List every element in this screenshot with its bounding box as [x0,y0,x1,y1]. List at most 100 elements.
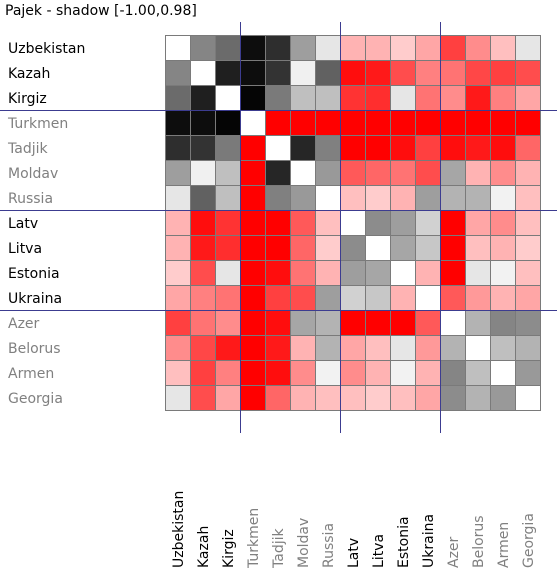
row-label-moldav: Moldav [8,166,58,182]
cell-estonia-azer [440,260,466,286]
cell-georgia-latv [340,385,366,411]
cell-kazah-turkmen [240,60,266,86]
cell-armen-moldav [290,360,316,386]
cell-kirgiz-kirgiz [215,85,241,111]
cell-moldav-kirgiz [215,160,241,186]
column-label-latv: Latv [346,538,362,568]
cell-azer-georgia [515,310,541,336]
cell-azer-kazah [190,310,216,336]
cell-belorus-kazah [190,335,216,361]
cell-moldav-tadjik [265,160,291,186]
column-label-uzbekistan: Uzbekistan [171,491,187,568]
cell-armen-kazah [190,360,216,386]
cell-litva-azer [440,235,466,261]
cell-kazah-georgia [515,60,541,86]
column-label-litva: Litva [371,534,387,568]
cell-estonia-armen [490,260,516,286]
cell-georgia-georgia [515,385,541,411]
cell-belorus-turkmen [240,335,266,361]
cell-russia-tadjik [265,185,291,211]
cell-azer-tadjik [265,310,291,336]
cell-azer-moldav [290,310,316,336]
cell-armen-litva [365,360,391,386]
cell-ukraina-latv [340,285,366,311]
cell-moldav-georgia [515,160,541,186]
cell-georgia-turkmen [240,385,266,411]
cell-azer-kirgiz [215,310,241,336]
cell-uzbekistan-kazah [190,35,216,61]
cell-turkmen-latv [340,110,366,136]
cell-litva-latv [340,235,366,261]
cell-belorus-georgia [515,335,541,361]
row-label-estonia: Estonia [8,266,60,282]
row-label-russia: Russia [8,191,53,207]
cell-armen-belorus [465,360,491,386]
cell-estonia-russia [315,260,341,286]
cell-tadjik-latv [340,135,366,161]
cell-moldav-uzbekistan [165,160,191,186]
cell-azer-turkmen [240,310,266,336]
cell-moldav-russia [315,160,341,186]
cell-litva-moldav [290,235,316,261]
cell-kirgiz-latv [340,85,366,111]
column-label-georgia: Georgia [521,513,537,568]
cell-turkmen-azer [440,110,466,136]
cell-turkmen-kirgiz [215,110,241,136]
cell-kirgiz-moldav [290,85,316,111]
cell-armen-kirgiz [215,360,241,386]
cell-georgia-uzbekistan [165,385,191,411]
cell-azer-uzbekistan [165,310,191,336]
cell-kirgiz-kazah [190,85,216,111]
cell-latv-tadjik [265,210,291,236]
cell-ukraina-litva [365,285,391,311]
cell-tadjik-armen [490,135,516,161]
cell-ukraina-tadjik [265,285,291,311]
cell-kazah-ukraina [415,60,441,86]
cell-latv-turkmen [240,210,266,236]
cell-azer-estonia [390,310,416,336]
cell-ukraina-estonia [390,285,416,311]
cell-kazah-azer [440,60,466,86]
cell-russia-azer [440,185,466,211]
cell-belorus-azer [440,335,466,361]
cell-russia-georgia [515,185,541,211]
cell-kazah-uzbekistan [165,60,191,86]
cell-uzbekistan-armen [490,35,516,61]
cell-turkmen-armen [490,110,516,136]
partition-lines [0,22,557,433]
cell-kazah-moldav [290,60,316,86]
cell-litva-belorus [465,235,491,261]
row-label-latv: Latv [8,216,38,232]
cell-moldav-latv [340,160,366,186]
cell-litva-kazah [190,235,216,261]
cell-estonia-kazah [190,260,216,286]
cell-tadjik-turkmen [240,135,266,161]
cell-kirgiz-uzbekistan [165,85,191,111]
cell-belorus-moldav [290,335,316,361]
cell-estonia-moldav [290,260,316,286]
column-label-tadjik: Tadjik [271,528,287,569]
window-title: Pajek - shadow [-1.00,0.98] [5,3,197,19]
column-label-moldav: Moldav [296,518,312,568]
cell-moldav-kazah [190,160,216,186]
cell-latv-armen [490,210,516,236]
cell-latv-moldav [290,210,316,236]
cell-tadjik-tadjik [265,135,291,161]
cell-turkmen-uzbekistan [165,110,191,136]
cell-armen-turkmen [240,360,266,386]
cell-moldav-azer [440,160,466,186]
cell-russia-latv [340,185,366,211]
cell-georgia-armen [490,385,516,411]
cell-tadjik-russia [315,135,341,161]
cell-belorus-uzbekistan [165,335,191,361]
cell-latv-russia [315,210,341,236]
cell-tadjik-belorus [465,135,491,161]
cell-turkmen-belorus [465,110,491,136]
cell-tadjik-moldav [290,135,316,161]
cell-kirgiz-ukraina [415,85,441,111]
cell-litva-uzbekistan [165,235,191,261]
cell-belorus-kirgiz [215,335,241,361]
cell-azer-armen [490,310,516,336]
row-label-ukraina: Ukraina [8,291,62,307]
cell-azer-azer [440,310,466,336]
